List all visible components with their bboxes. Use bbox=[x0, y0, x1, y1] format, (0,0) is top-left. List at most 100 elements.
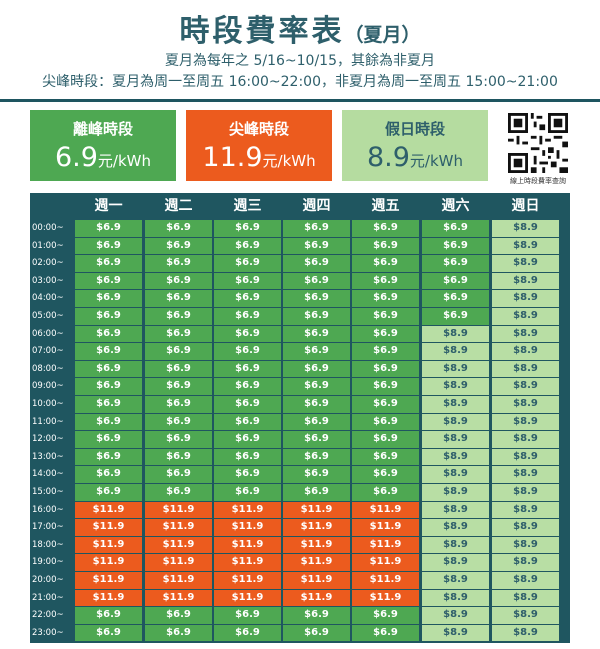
rate-cell: $6.9 bbox=[283, 607, 350, 624]
rate-cell: $11.9 bbox=[145, 501, 212, 519]
season-note: 夏月為每年之 5/16~10/15，其餘為非夏月 bbox=[165, 53, 435, 69]
rate-cell: $11.9 bbox=[145, 519, 212, 536]
time-label: 15:00~ bbox=[32, 487, 64, 497]
rate-cell: $8.9 bbox=[422, 325, 489, 343]
time-label: 21:00~ bbox=[32, 592, 64, 603]
rate-cell: $8.9 bbox=[492, 519, 559, 536]
day-header: 週一 bbox=[94, 198, 123, 214]
time-label: 05:00~ bbox=[32, 311, 64, 321]
rate-cell: $11.9 bbox=[145, 572, 212, 589]
rate-cell: $6.9 bbox=[283, 378, 350, 395]
rate-cell: $8.9 bbox=[492, 220, 559, 237]
rate-cell: $8.9 bbox=[492, 343, 559, 360]
rate-cell: $6.9 bbox=[283, 343, 350, 360]
rate-cell: $8.9 bbox=[422, 466, 489, 483]
time-label: 08:00~ bbox=[32, 363, 64, 374]
time-label: 06:00~ bbox=[32, 328, 64, 339]
peak-note: 尖峰時段：夏月為周一至周五 16:00~22:00，非夏月為周一至周五 15:0… bbox=[42, 74, 558, 90]
rate-cell: $6.9 bbox=[352, 431, 419, 448]
rate-cell: $11.9 bbox=[75, 501, 142, 519]
peak-value: 11.9 bbox=[202, 142, 263, 173]
rate-cell: $6.9 bbox=[283, 220, 350, 237]
rate-cell: $6.9 bbox=[75, 220, 142, 237]
rate-cell: $11.9 bbox=[214, 554, 281, 571]
rate-cell: $11.9 bbox=[214, 536, 281, 554]
time-label: 03:00~ bbox=[32, 275, 64, 286]
rate-cell: $6.9 bbox=[75, 448, 142, 466]
rate-cell: $8.9 bbox=[422, 360, 489, 378]
rate-cell: $6.9 bbox=[422, 220, 489, 237]
rate-cell: $6.9 bbox=[145, 290, 212, 307]
peak-card: 尖峰時段 11.9元/kWh bbox=[186, 110, 332, 181]
rate-cell: $6.9 bbox=[352, 624, 419, 642]
day-header: 週六 bbox=[441, 198, 470, 214]
rate-cell: $11.9 bbox=[145, 536, 212, 554]
time-label: 11:00~ bbox=[32, 416, 64, 427]
rate-cell: $6.9 bbox=[352, 378, 419, 395]
rate-cell: $6.9 bbox=[283, 431, 350, 448]
rate-cell: $6.9 bbox=[283, 624, 350, 642]
rate-cell: $8.9 bbox=[492, 501, 559, 519]
rate-cell: $6.9 bbox=[214, 220, 281, 237]
offpeak-card: 離峰時段 6.9元/kWh bbox=[30, 110, 176, 181]
page-title: 時段費率表（夏月） bbox=[0, 6, 600, 50]
rate-cell: $11.9 bbox=[75, 519, 142, 536]
rate-cell: $11.9 bbox=[214, 572, 281, 589]
rate-cell: $6.9 bbox=[75, 484, 142, 501]
rate-cell: $8.9 bbox=[492, 466, 559, 483]
rate-cell: $6.9 bbox=[283, 413, 350, 431]
rate-cell: $8.9 bbox=[492, 237, 559, 255]
rate-cell: $6.9 bbox=[214, 272, 281, 290]
rate-cell: $6.9 bbox=[352, 237, 419, 255]
rate-cell: $8.9 bbox=[492, 624, 559, 642]
time-label: 16:00~ bbox=[32, 504, 64, 515]
rate-cell: $6.9 bbox=[214, 466, 281, 483]
day-header: 週二 bbox=[164, 198, 193, 214]
time-label: 23:00~ bbox=[32, 627, 64, 638]
rate-cell: $6.9 bbox=[75, 413, 142, 431]
rate-cell: $6.9 bbox=[145, 308, 212, 325]
day-header: 週日 bbox=[511, 198, 540, 214]
rate-cell: $11.9 bbox=[75, 572, 142, 589]
rate-cell: $6.9 bbox=[145, 466, 212, 483]
time-label: 18:00~ bbox=[32, 539, 64, 550]
title-sub: （夏月） bbox=[344, 24, 421, 46]
rate-cell: $11.9 bbox=[145, 589, 212, 607]
time-label: 19:00~ bbox=[32, 557, 64, 568]
offpeak-label: 離峰時段 bbox=[72, 120, 133, 138]
time-label: 09:00~ bbox=[32, 381, 64, 392]
rate-cell: $11.9 bbox=[75, 536, 142, 554]
day-header: 週五 bbox=[371, 198, 400, 214]
rate-cell: $6.9 bbox=[75, 431, 142, 448]
offpeak-unit: 元/kWh bbox=[97, 152, 152, 170]
rate-cell: $6.9 bbox=[214, 290, 281, 307]
rate-cell: $8.9 bbox=[422, 554, 489, 571]
rate-cell: $8.9 bbox=[492, 255, 559, 272]
rate-cell: $8.9 bbox=[492, 589, 559, 607]
rate-cell: $6.9 bbox=[145, 343, 212, 360]
rate-cell: $6.9 bbox=[352, 360, 419, 378]
rate-cell: $8.9 bbox=[422, 519, 489, 536]
rate-cell: $11.9 bbox=[352, 572, 419, 589]
rate-cell: $6.9 bbox=[214, 325, 281, 343]
rate-cell: $11.9 bbox=[283, 536, 350, 554]
holiday-value: 8.9 bbox=[366, 142, 410, 173]
rate-cell: $6.9 bbox=[214, 413, 281, 431]
rate-cell: $6.9 bbox=[75, 325, 142, 343]
rate-cell: $6.9 bbox=[75, 466, 142, 483]
rate-cell: $6.9 bbox=[283, 396, 350, 413]
rate-cell: $6.9 bbox=[145, 378, 212, 395]
rate-cell: $8.9 bbox=[492, 290, 559, 307]
rate-cell: $6.9 bbox=[145, 624, 212, 642]
rate-cell: $6.9 bbox=[145, 272, 212, 290]
rate-cell: $8.9 bbox=[422, 396, 489, 413]
rate-cell: $6.9 bbox=[352, 396, 419, 413]
rate-cell: $6.9 bbox=[145, 484, 212, 501]
qr-code-icon[interactable] bbox=[508, 113, 568, 173]
rate-cell: $8.9 bbox=[492, 396, 559, 413]
rate-cell: $6.9 bbox=[283, 308, 350, 325]
holiday-unit: 元/kWh bbox=[409, 152, 464, 170]
rate-cell: $6.9 bbox=[214, 484, 281, 501]
holiday-card: 假日時段 8.9元/kWh bbox=[342, 110, 488, 181]
rate-cell: $6.9 bbox=[75, 396, 142, 413]
